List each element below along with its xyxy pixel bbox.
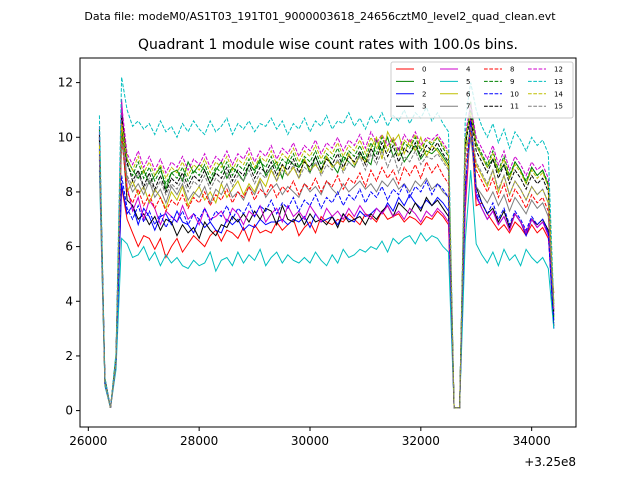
y-tick-label: 6 [65, 240, 73, 254]
series-line-3 [98, 112, 555, 409]
series-line-5 [98, 170, 555, 409]
legend-label-14: 14 [554, 90, 563, 98]
legend-label-13: 13 [554, 78, 563, 86]
legend-label-8: 8 [510, 66, 514, 74]
y-axis: 0 2 4 6 8 10 12 [58, 76, 80, 418]
legend-label-10: 10 [510, 90, 519, 98]
x-tick-label: 28000 [180, 434, 218, 448]
series-line-9 [98, 109, 555, 409]
legend-label-0: 0 [422, 66, 426, 74]
y-tick-label: 0 [65, 404, 73, 418]
series-line-11 [98, 115, 555, 409]
legend-label-3: 3 [422, 103, 426, 111]
x-tick-label: 34000 [513, 434, 551, 448]
y-tick-label: 12 [58, 76, 73, 90]
series-line-15 [98, 126, 555, 409]
series-line-2 [98, 123, 555, 409]
legend-label-7: 7 [466, 103, 470, 111]
series-line-6 [98, 120, 555, 409]
legend-label-9: 9 [510, 78, 514, 86]
legend-box [390, 61, 574, 119]
legend-label-15: 15 [554, 103, 563, 111]
chart-title: Quadrant 1 module wise count rates with … [138, 37, 518, 53]
x-tick-label: 32000 [402, 434, 440, 448]
y-tick-label: 4 [65, 294, 73, 308]
legend-label-1: 1 [422, 78, 426, 86]
y-tick-label: 10 [58, 130, 73, 144]
series-line-0 [98, 123, 555, 409]
series-line-8 [98, 129, 555, 409]
legend-label-12: 12 [554, 66, 563, 74]
series-line-14 [98, 112, 555, 409]
legend-label-6: 6 [466, 90, 471, 98]
series-line-12 [98, 104, 555, 409]
x-tick-label: 30000 [291, 434, 329, 448]
series-line-10 [98, 120, 555, 409]
series-group [98, 77, 555, 409]
x-offset-label: +3.25e8 [524, 455, 576, 469]
y-tick-label: 2 [65, 349, 73, 363]
plot-frame [79, 57, 577, 428]
x-tick-label: 26000 [69, 434, 107, 448]
y-tick-label: 8 [65, 185, 73, 199]
legend-label-2: 2 [422, 90, 426, 98]
legend-label-4: 4 [466, 66, 471, 74]
legend-label-11: 11 [510, 103, 519, 111]
legend-label-5: 5 [466, 78, 470, 86]
x-axis: 26000 28000 30000 32000 34000 [69, 427, 551, 448]
chart-suptitle: Data file: modeM0/AS1T03_191T01_90000036… [84, 10, 556, 23]
